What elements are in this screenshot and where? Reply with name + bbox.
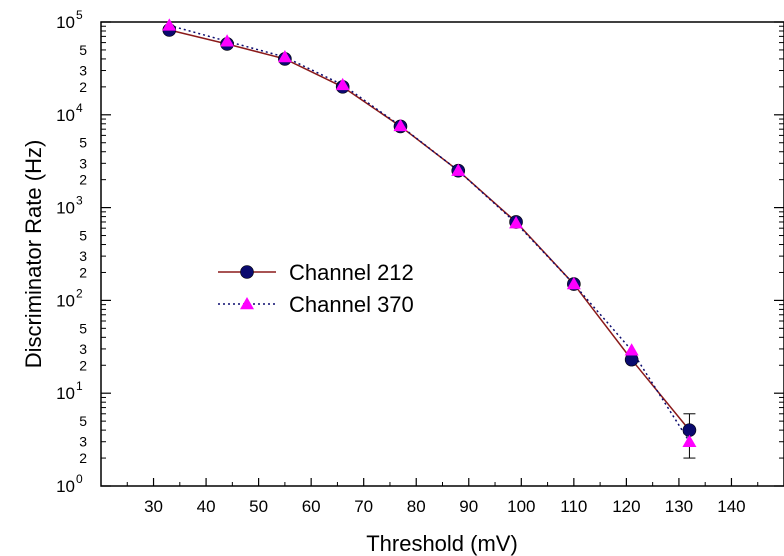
data-point-triangle <box>277 49 292 63</box>
x-tick-label: 50 <box>249 497 268 516</box>
y-tick-label: 10 <box>56 13 75 32</box>
y-tick-label: 10 <box>56 384 75 403</box>
x-tick-label: 130 <box>665 497 693 516</box>
plot-frame <box>100 21 784 487</box>
y-tick-exponent: 5 <box>76 8 83 22</box>
x-axis: 30 40 50 60 70 80 90 100 110 120 130 140 <box>126 478 759 516</box>
y-tick-label: 10 <box>56 199 75 218</box>
y-tick-exponent: 2 <box>76 286 83 300</box>
y-minor-tick-label: 2 <box>79 264 87 280</box>
legend-label: Channel 212 <box>289 260 414 285</box>
y-minor-tick-label: 3 <box>79 434 87 450</box>
x-axis-title: Threshold (mV) <box>366 531 518 556</box>
y-minor-tick-label: 2 <box>79 357 87 373</box>
data-point-triangle <box>682 434 697 447</box>
x-tick-label: 110 <box>560 497 587 516</box>
y-tick-exponent: 0 <box>76 472 83 486</box>
data-point-triangle <box>566 277 581 290</box>
y-minor-tick-label: 2 <box>79 450 87 466</box>
x-tick-label: 120 <box>612 497 640 516</box>
y-tick-label: 10 <box>56 106 75 125</box>
data-point-triangle <box>509 216 524 229</box>
x-tick-label: 100 <box>507 497 535 516</box>
data-point-triangle <box>335 77 350 91</box>
y-tick-label: 10 <box>56 477 75 496</box>
x-tick-label: 40 <box>197 497 216 516</box>
y-tick-label: 10 <box>56 291 75 310</box>
y-minor-tick-label: 3 <box>79 63 87 79</box>
y-minor-tick-label: 2 <box>79 79 87 95</box>
y-minor-tick-label: 3 <box>79 248 87 264</box>
legend-marker-triangle <box>240 297 254 310</box>
legend-marker-circle <box>240 265 254 279</box>
y-axis-title: Discriminator Rate (Hz) <box>21 140 46 369</box>
series-line-2 <box>169 24 691 443</box>
data-point-circle <box>682 423 697 437</box>
legend: Channel 212 Channel 370 <box>218 260 414 317</box>
x-tick-label: 60 <box>302 497 321 516</box>
legend-label: Channel 370 <box>289 292 414 317</box>
y-minor-tick-label: 3 <box>79 341 87 357</box>
data-point-triangle <box>393 118 408 132</box>
x-tick-label: 80 <box>407 497 426 516</box>
y-minor-tick-label: 5 <box>79 42 87 58</box>
y-minor-tick-label: 5 <box>79 320 87 336</box>
y-minor-tick-label: 5 <box>79 135 87 151</box>
y-minor-tick-label: 2 <box>79 172 87 188</box>
y-tick-exponent: 3 <box>76 194 83 208</box>
series-line-1 <box>169 29 690 431</box>
y-minor-tick-label: 5 <box>79 228 87 244</box>
x-tick-label: 140 <box>717 497 745 516</box>
series-layer <box>162 18 697 459</box>
y-minor-tick-label: 3 <box>79 155 87 171</box>
x-tick-label: 90 <box>459 497 478 516</box>
data-point-triangle <box>220 34 235 47</box>
y-tick-exponent: 4 <box>76 101 83 115</box>
data-point-triangle <box>624 343 639 356</box>
x-tick-label: 30 <box>144 497 163 516</box>
x-tick-label: 70 <box>354 497 373 516</box>
y-tick-exponent: 1 <box>76 379 83 393</box>
y-minor-tick-label: 5 <box>79 413 87 429</box>
data-point-triangle <box>451 163 466 176</box>
data-point-triangle <box>162 18 177 31</box>
